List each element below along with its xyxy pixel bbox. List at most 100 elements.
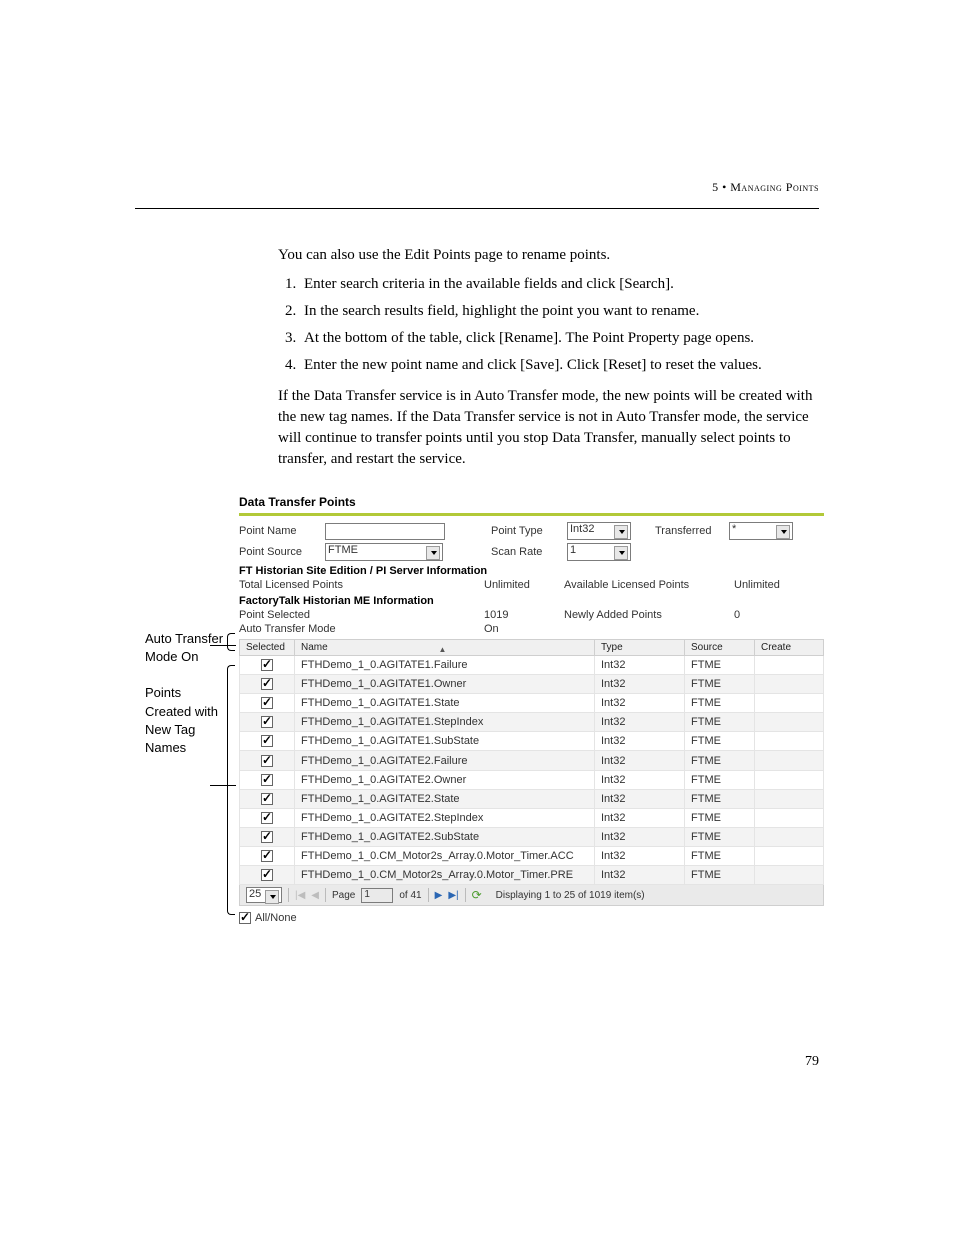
row-selected-cell[interactable] <box>240 713 295 732</box>
refresh-icon[interactable]: ⟳ <box>472 888 482 902</box>
row-selected-cell[interactable] <box>240 675 295 694</box>
row-type-cell: Int32 <box>595 846 685 865</box>
page-size-select[interactable]: 25 <box>246 887 282 903</box>
row-type-cell: Int32 <box>595 694 685 713</box>
prev-page-icon[interactable]: ◀ <box>311 890 319 901</box>
total-licensed-label: Total Licensed Points <box>239 579 484 591</box>
transferred-label: Transferred <box>655 525 723 537</box>
row-name-cell: FTHDemo_1_0.AGITATE1.State <box>295 694 595 713</box>
first-page-icon[interactable]: |◀ <box>295 890 305 901</box>
row-source-cell: FTME <box>685 713 755 732</box>
row-checkbox[interactable] <box>261 812 273 824</box>
row-selected-cell[interactable] <box>240 866 295 885</box>
row-type-cell: Int32 <box>595 751 685 770</box>
row-create-cell <box>755 808 824 827</box>
col-name[interactable]: Name▲ <box>295 640 595 656</box>
avail-licensed-label: Available Licensed Points <box>564 579 734 591</box>
point-name-label: Point Name <box>239 525 319 537</box>
row-checkbox[interactable] <box>261 755 273 767</box>
row-create-cell <box>755 866 824 885</box>
row-source-cell: FTME <box>685 827 755 846</box>
point-type-select[interactable]: Int32 <box>567 522 631 540</box>
table-header-row: Selected Name▲ Type Source Create <box>240 640 824 656</box>
running-header: 5 • Managing Points <box>712 180 819 195</box>
info-row: Point Selected 1019 Newly Added Points 0 <box>239 609 824 621</box>
all-none-row: All/None <box>239 912 824 924</box>
row-selected-cell[interactable] <box>240 694 295 713</box>
page-number: 79 <box>805 1054 819 1070</box>
page-input[interactable]: 1 <box>361 888 393 903</box>
info-row: Auto Transfer Mode On <box>239 623 824 635</box>
table-row[interactable]: FTHDemo_1_0.CM_Motor2s_Array.0.Motor_Tim… <box>240 866 824 885</box>
row-selected-cell[interactable] <box>240 656 295 675</box>
row-selected-cell[interactable] <box>240 751 295 770</box>
row-source-cell: FTME <box>685 656 755 675</box>
points-table: Selected Name▲ Type Source Create FTHDem… <box>239 639 824 885</box>
row-checkbox[interactable] <box>261 735 273 747</box>
row-type-cell: Int32 <box>595 675 685 694</box>
row-checkbox[interactable] <box>261 716 273 728</box>
row-source-cell: FTME <box>685 732 755 751</box>
newly-added-value: 0 <box>734 609 804 621</box>
scan-rate-label: Scan Rate <box>491 546 561 558</box>
row-source-cell: FTME <box>685 694 755 713</box>
row-source-cell: FTME <box>685 770 755 789</box>
next-page-icon[interactable]: ▶ <box>435 890 443 901</box>
scan-rate-select[interactable]: 1 <box>567 543 631 561</box>
row-source-cell: FTME <box>685 751 755 770</box>
table-row[interactable]: FTHDemo_1_0.AGITATE2.StepIndexInt32FTME <box>240 808 824 827</box>
point-name-input[interactable] <box>325 523 445 540</box>
row-checkbox[interactable] <box>261 678 273 690</box>
row-create-cell <box>755 713 824 732</box>
total-licensed-value: Unlimited <box>484 579 564 591</box>
table-row[interactable]: FTHDemo_1_0.AGITATE2.OwnerInt32FTME <box>240 770 824 789</box>
row-checkbox[interactable] <box>261 774 273 786</box>
steps-list: Enter search criteria in the available f… <box>278 274 819 376</box>
row-selected-cell[interactable] <box>240 808 295 827</box>
row-type-cell: Int32 <box>595 656 685 675</box>
row-checkbox[interactable] <box>261 869 273 881</box>
point-source-label: Point Source <box>239 546 319 558</box>
table-row[interactable]: FTHDemo_1_0.AGITATE2.SubStateInt32FTME <box>240 827 824 846</box>
col-source[interactable]: Source <box>685 640 755 656</box>
panel-title: Data Transfer Points <box>239 495 824 509</box>
table-row[interactable]: FTHDemo_1_0.AGITATE2.StateInt32FTME <box>240 789 824 808</box>
col-selected[interactable]: Selected <box>240 640 295 656</box>
col-name-text: Name <box>301 642 328 653</box>
table-row[interactable]: FTHDemo_1_0.AGITATE1.FailureInt32FTME <box>240 656 824 675</box>
row-checkbox[interactable] <box>261 793 273 805</box>
all-none-label: All/None <box>255 912 297 924</box>
row-selected-cell[interactable] <box>240 846 295 865</box>
row-selected-cell[interactable] <box>240 789 295 808</box>
filter-row-1: Point Name Point Type Int32 Transferred … <box>239 522 824 540</box>
row-name-cell: FTHDemo_1_0.AGITATE1.StepIndex <box>295 713 595 732</box>
last-page-icon[interactable]: ▶| <box>448 890 458 901</box>
table-row[interactable]: FTHDemo_1_0.AGITATE1.StepIndexInt32FTME <box>240 713 824 732</box>
table-row[interactable]: FTHDemo_1_0.AGITATE1.OwnerInt32FTME <box>240 675 824 694</box>
row-checkbox[interactable] <box>261 831 273 843</box>
callout-auto-transfer: Auto Transfer Mode On <box>145 630 227 666</box>
table-row[interactable]: FTHDemo_1_0.AGITATE1.SubStateInt32FTME <box>240 732 824 751</box>
col-type[interactable]: Type <box>595 640 685 656</box>
step-item: At the bottom of the table, click [Renam… <box>300 328 819 349</box>
row-selected-cell[interactable] <box>240 770 295 789</box>
transferred-select[interactable]: * <box>729 522 793 540</box>
row-create-cell <box>755 789 824 808</box>
callout-bracket <box>227 633 235 651</box>
header-rule <box>135 208 819 209</box>
row-selected-cell[interactable] <box>240 732 295 751</box>
data-transfer-panel: Data Transfer Points Point Name Point Ty… <box>239 495 824 924</box>
row-checkbox[interactable] <box>261 659 273 671</box>
row-checkbox[interactable] <box>261 697 273 709</box>
point-source-select[interactable]: FTME <box>325 543 443 561</box>
row-checkbox[interactable] <box>261 850 273 862</box>
col-create[interactable]: Create <box>755 640 824 656</box>
row-name-cell: FTHDemo_1_0.AGITATE2.Failure <box>295 751 595 770</box>
table-row[interactable]: FTHDemo_1_0.AGITATE2.FailureInt32FTME <box>240 751 824 770</box>
all-none-checkbox[interactable] <box>239 912 251 924</box>
table-row[interactable]: FTHDemo_1_0.CM_Motor2s_Array.0.Motor_Tim… <box>240 846 824 865</box>
row-selected-cell[interactable] <box>240 827 295 846</box>
row-name-cell: FTHDemo_1_0.AGITATE2.StepIndex <box>295 808 595 827</box>
row-type-cell: Int32 <box>595 713 685 732</box>
table-row[interactable]: FTHDemo_1_0.AGITATE1.StateInt32FTME <box>240 694 824 713</box>
